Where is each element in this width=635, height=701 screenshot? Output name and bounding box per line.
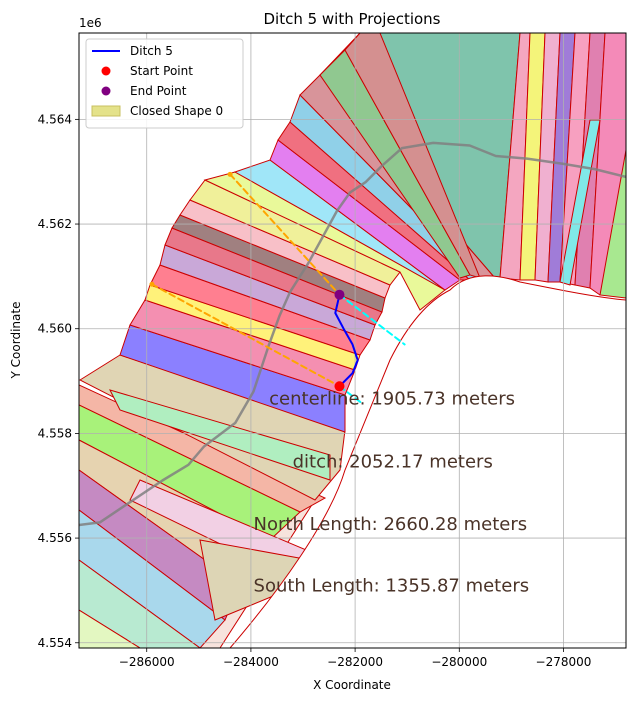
- annotation-0: centerline: 1905.73 meters: [269, 389, 515, 410]
- projection-line-2: [229, 173, 341, 296]
- x-tick-label-2: −282000: [327, 655, 383, 669]
- shape-ne-9: [559, 119, 601, 286]
- markers-layer: [334, 289, 345, 392]
- y-tick-label-1: 4.556: [38, 531, 72, 545]
- annotation-1: ditch: 2052.17 meters: [293, 451, 493, 472]
- x-tick-label-0: −286000: [119, 655, 175, 669]
- x-ticks: −286000 −284000 −282000 −280000 −278000: [119, 648, 592, 669]
- x-tick-label-4: −278000: [536, 655, 592, 669]
- legend-box: [85, 38, 244, 129]
- shape-ne-4: [547, 33, 576, 283]
- x-tick-label-1: −284000: [223, 655, 279, 669]
- legend-items: Ditch 5 Start Point End Point Closed Shape …: [91, 44, 223, 118]
- legend-swatch-2: [101, 86, 111, 96]
- chart-title: Ditch 5 with Projections: [263, 10, 440, 28]
- legend-swatch-1: [101, 66, 111, 76]
- annotation-2: North Length: 2660.28 meters: [254, 514, 528, 535]
- shape-sw-5: [79, 509, 226, 648]
- open-region: [229, 275, 626, 648]
- shape-sw-6: [79, 559, 201, 648]
- shape-rose-2: [344, 33, 481, 279]
- start-point-marker: [334, 381, 345, 392]
- y-tick-label-4: 4.562: [38, 217, 72, 231]
- projection-line-3: [150, 283, 341, 388]
- legend-label-3: Closed Shape 0: [130, 104, 223, 118]
- x-tick-label-3: −280000: [431, 655, 487, 669]
- legend-swatch-3: [91, 105, 121, 117]
- y-offset-label: 1e6: [79, 16, 102, 30]
- centerline-path: [79, 141, 626, 527]
- y-ticks: 4.554 4.556 4.558 4.560 4.562 4.564: [38, 112, 79, 650]
- series-layer: [79, 141, 626, 527]
- projection-endpoint-2: [227, 171, 233, 177]
- axes-frame: [78, 32, 627, 649]
- annotations-layer: centerline: 1905.73 meters ditch: 2052.17…: [254, 389, 530, 597]
- annotation-3: South Length: 1355.87 meters: [254, 575, 530, 596]
- y-tick-label-2: 4.558: [38, 426, 72, 440]
- legend-label-1: Start Point: [130, 64, 193, 78]
- legend-label-0: Ditch 5: [130, 44, 173, 58]
- shape-ne-3: [534, 33, 561, 283]
- shape-sw-7: [79, 609, 141, 648]
- projection-line-4: [338, 293, 406, 346]
- x-axis-label: X Coordinate: [313, 678, 391, 692]
- y-axis-label: Y Coordinate: [9, 302, 23, 380]
- end-point-marker: [334, 289, 345, 300]
- series-ditch-line: [334, 293, 359, 388]
- y-tick-label-5: 4.564: [38, 112, 72, 126]
- projection-endpoint-3: [149, 281, 155, 287]
- y-tick-label-3: 4.560: [38, 322, 72, 336]
- legend-label-2: End Point: [130, 84, 187, 98]
- legend: Ditch 5 Start Point End Point Closed Shape …: [85, 38, 244, 129]
- shape-ne-2: [519, 33, 546, 281]
- y-tick-label-0: 4.554: [38, 636, 72, 650]
